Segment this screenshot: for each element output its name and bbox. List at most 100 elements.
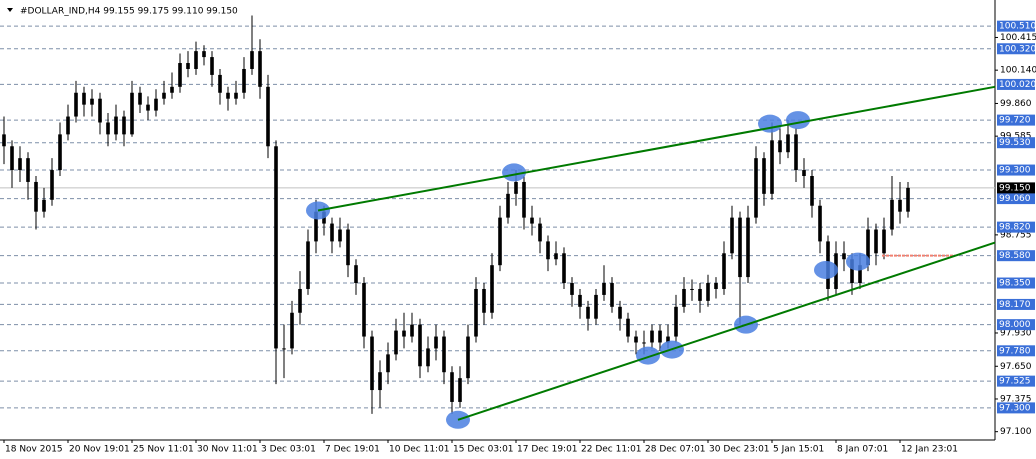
candle-body	[770, 140, 774, 194]
candle-body	[50, 170, 54, 200]
candle-body	[298, 288, 302, 313]
level-label: 99.720	[999, 116, 1031, 126]
candle-body	[226, 92, 230, 99]
candle-body	[674, 306, 678, 337]
candle-body	[578, 294, 582, 307]
x-tick-label: 7 Dec 19:01	[325, 445, 380, 455]
candle-body	[450, 372, 454, 402]
candle-body	[650, 330, 654, 343]
candle-body	[514, 181, 518, 194]
candle-body	[658, 330, 662, 343]
y-tick-label: 100.140	[1000, 66, 1036, 76]
candle-body	[98, 98, 102, 123]
candle-body	[730, 217, 734, 254]
touch-marker	[814, 260, 838, 279]
candle-body	[210, 57, 214, 75]
x-tick-label: 28 Dec 07:01	[645, 445, 706, 455]
level-label: 100.020	[999, 80, 1036, 90]
level-label-bg	[997, 193, 1035, 205]
candle-body	[410, 324, 414, 337]
x-tick-label: 30 Nov 11:01	[197, 445, 258, 455]
candle-body	[290, 312, 294, 349]
candle-body	[610, 283, 614, 307]
candle-body	[426, 348, 430, 367]
candle-body	[810, 176, 814, 206]
level-label-bg	[997, 319, 1035, 331]
candle-body	[714, 283, 718, 289]
candle-body	[898, 199, 902, 212]
y-tick-label: 97.100	[1000, 427, 1032, 437]
x-tick-label: 3 Dec 03:01	[261, 445, 316, 455]
candle-body	[618, 306, 622, 319]
candle-body	[466, 336, 470, 379]
candle-body	[586, 306, 590, 319]
x-tick-label: 25 Nov 11:01	[133, 445, 194, 455]
candle-body	[842, 253, 846, 260]
candle-body	[498, 217, 502, 266]
candle-body	[234, 92, 238, 99]
candle-body	[434, 336, 438, 349]
candle-body	[506, 193, 510, 218]
candle-body	[114, 116, 118, 135]
current-price-bg	[997, 182, 1035, 194]
x-tick-label: 30 Dec 23:01	[709, 445, 770, 455]
level-label: 97.525	[999, 377, 1031, 387]
level-label: 97.780	[999, 346, 1031, 356]
candle-body	[906, 187, 910, 212]
x-tick-label: 18 Nov 2015	[5, 445, 63, 455]
level-label-bg	[997, 250, 1035, 262]
candle-body	[106, 122, 110, 135]
candle-body	[666, 336, 670, 343]
level-label-bg	[997, 345, 1035, 357]
candle-body	[26, 158, 30, 182]
level-label-bg	[997, 20, 1035, 32]
level-label: 98.350	[999, 279, 1031, 289]
candle-body	[146, 104, 150, 111]
level-label: 99.300	[999, 166, 1031, 176]
candle-body	[274, 146, 278, 349]
candle-body	[778, 140, 782, 153]
candle-body	[882, 229, 886, 254]
y-tick-label: 100.415	[1000, 33, 1036, 43]
candle-body	[122, 116, 126, 135]
candle-body	[338, 229, 342, 242]
candle-body	[682, 288, 686, 307]
candle-body	[402, 330, 406, 337]
candle-body	[762, 158, 766, 194]
candle-body	[738, 217, 742, 278]
menu-arrow[interactable]	[7, 8, 13, 12]
candle-body	[642, 342, 646, 344]
level-label-bg	[997, 402, 1035, 414]
candle-body	[90, 98, 94, 105]
y-tick-label: 97.930	[1000, 328, 1032, 338]
candle-body	[194, 51, 198, 69]
x-tick-label: 5 Jan 15:01	[773, 445, 824, 455]
candle-body	[266, 86, 270, 147]
candle-body	[162, 92, 166, 99]
candle-body	[522, 181, 526, 218]
chart-title: #DOLLAR_IND,H4 99.155 99.175 99.110 99.1…	[20, 7, 238, 17]
candle-body	[34, 181, 38, 212]
level-label-bg	[997, 43, 1035, 55]
current-price-label: 99.150	[999, 183, 1031, 193]
y-tick-label: 98.755	[1000, 230, 1032, 240]
candle-body	[442, 336, 446, 373]
candle-body	[794, 134, 798, 171]
touch-marker	[786, 111, 810, 130]
candle-body	[354, 265, 358, 284]
x-tick-label: 12 Jan 23:01	[901, 445, 958, 455]
candle-body	[858, 265, 862, 284]
candle-body	[282, 348, 286, 350]
candle-body	[698, 288, 702, 301]
candle-body	[818, 205, 822, 242]
level-label-bg	[997, 137, 1035, 149]
level-label-bg	[997, 277, 1035, 289]
candle-body	[42, 199, 46, 212]
candle-body	[850, 259, 854, 284]
candle-body	[874, 229, 878, 254]
candle-body	[218, 74, 222, 93]
x-tick-label: 10 Dec 11:01	[389, 445, 450, 455]
y-tick-label: 99.860	[1000, 99, 1032, 109]
